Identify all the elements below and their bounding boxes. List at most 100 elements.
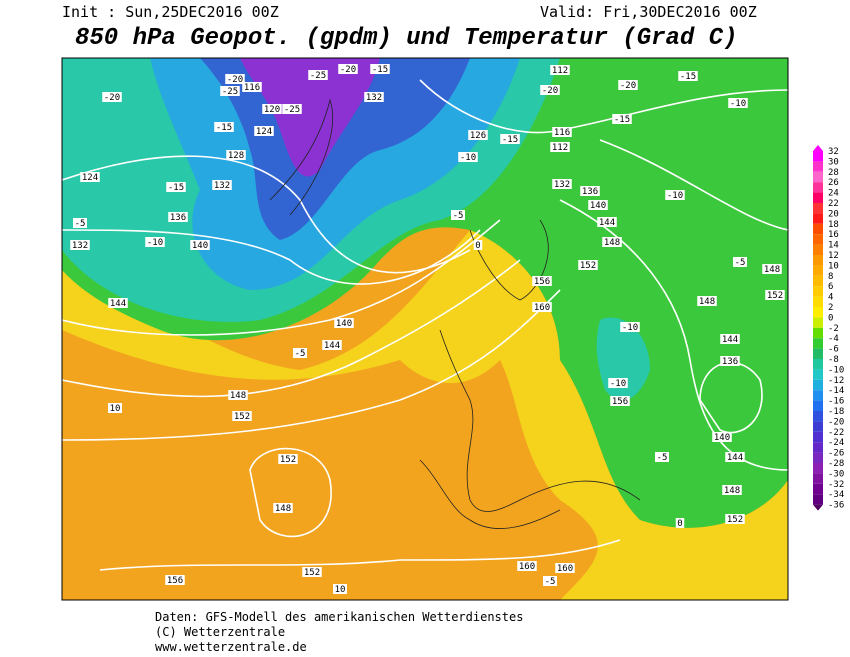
legend-swatch <box>813 151 823 162</box>
legend-swatch <box>813 369 823 380</box>
legend-label: -8 <box>828 355 839 365</box>
contour-label: 160 <box>557 564 573 574</box>
legend-swatch <box>813 452 823 463</box>
contour-label: 144 <box>722 335 738 345</box>
contour-label-box <box>578 260 598 270</box>
contour-label-box <box>678 71 698 81</box>
contour-label: -20 <box>227 75 243 85</box>
legend-swatch <box>813 307 823 318</box>
contour-label: 148 <box>230 391 246 401</box>
contour-label: -5 <box>545 577 556 587</box>
contour-label: 148 <box>275 504 291 514</box>
contour-label-box <box>168 212 188 222</box>
legend-label: -2 <box>828 324 839 334</box>
contour-label: -15 <box>502 135 518 145</box>
contour-label-box <box>725 452 745 462</box>
contour-label: -15 <box>216 123 232 133</box>
legend-swatch <box>813 296 823 307</box>
legend-swatch <box>813 234 823 245</box>
legend-swatch <box>813 244 823 255</box>
contour-label-box <box>70 240 90 250</box>
contour-label-box <box>552 127 572 137</box>
contour-label: 160 <box>534 303 550 313</box>
contour-label-box <box>665 190 685 200</box>
contour-label-box <box>458 152 478 162</box>
map-field <box>62 58 788 600</box>
contour-label-box <box>232 411 252 421</box>
contour-label-box <box>108 298 128 308</box>
legend-swatch <box>813 379 823 391</box>
contour-label-box <box>720 356 740 366</box>
legend-label: -18 <box>828 407 844 417</box>
contour-label: 10 <box>335 585 346 595</box>
contour-label-box <box>532 302 552 312</box>
contour-label: 132 <box>554 180 570 190</box>
legend-swatch <box>813 213 823 224</box>
contour-label-box <box>278 454 298 464</box>
legend-label: -20 <box>828 417 844 427</box>
contour-label-box <box>80 172 100 182</box>
contour-label: -10 <box>622 323 638 333</box>
legend-label: -34 <box>828 490 844 500</box>
legend-swatch <box>813 411 823 422</box>
contour-label: 140 <box>590 201 606 211</box>
legend-label: 18 <box>828 220 839 230</box>
legend-swatch <box>813 161 823 172</box>
contour-label-box <box>468 130 488 140</box>
contour-label: 144 <box>599 218 615 228</box>
contour-label: -15 <box>680 72 696 82</box>
contour-label: 120 <box>264 105 280 115</box>
legend-label: 24 <box>828 189 839 199</box>
contour-label-box <box>302 567 322 577</box>
legend-swatch <box>813 348 823 359</box>
contour-label-box <box>543 576 557 586</box>
contour-label: 136 <box>722 357 738 367</box>
contour-label: 156 <box>167 576 183 586</box>
contour-label: 136 <box>170 213 186 223</box>
contour-label: -25 <box>310 71 326 81</box>
contour-label: 10 <box>110 404 121 414</box>
map-frame <box>61 57 789 601</box>
legend-tip <box>813 504 823 511</box>
contour-label: -20 <box>542 86 558 96</box>
contour-label-box <box>225 74 245 84</box>
legend-swatch <box>813 473 823 484</box>
legend-swatch <box>813 483 823 495</box>
contour-label-box <box>517 561 537 571</box>
legend-label: 26 <box>828 178 839 188</box>
contour-label: -10 <box>667 191 683 201</box>
legend-label: 16 <box>828 230 839 240</box>
contour-label-box <box>500 134 520 144</box>
contour-label: -5 <box>295 349 306 359</box>
contour-label-box <box>608 378 628 388</box>
contour-label: 152 <box>767 291 783 301</box>
legend-label: -16 <box>828 397 844 407</box>
contour-label: 116 <box>554 128 570 138</box>
contour-label: -25 <box>222 87 238 97</box>
map-title: 850 hPa Geopot. (gpdm) und Temperatur (G… <box>75 25 738 52</box>
contour-label-box <box>610 396 630 406</box>
contour-label: -15 <box>372 65 388 75</box>
contour-label-box <box>602 237 622 247</box>
legend-label: 4 <box>828 293 833 303</box>
legend-swatch <box>813 265 823 276</box>
valid-time: Valid: Fri,30DEC2016 00Z <box>540 3 757 21</box>
contour-label: 124 <box>256 127 272 137</box>
contour-label-box <box>762 264 782 274</box>
contour-label-box <box>73 218 87 228</box>
contour-label-box <box>254 126 274 136</box>
contour-label-box <box>532 276 552 286</box>
contour-label-box <box>720 334 740 344</box>
contour-label-box <box>334 318 354 328</box>
legend-label: 2 <box>828 303 833 313</box>
legend-swatch <box>813 463 823 474</box>
legend-label: 8 <box>828 272 833 282</box>
contour-label-box <box>190 240 210 250</box>
contour-label-box <box>473 240 483 250</box>
contour-label: 112 <box>552 66 568 76</box>
contour-label: -20 <box>340 65 356 75</box>
legend-label: 20 <box>828 209 839 219</box>
legend-label: 22 <box>828 199 839 209</box>
legend-label: -22 <box>828 428 844 438</box>
contour-label-box <box>370 64 390 74</box>
